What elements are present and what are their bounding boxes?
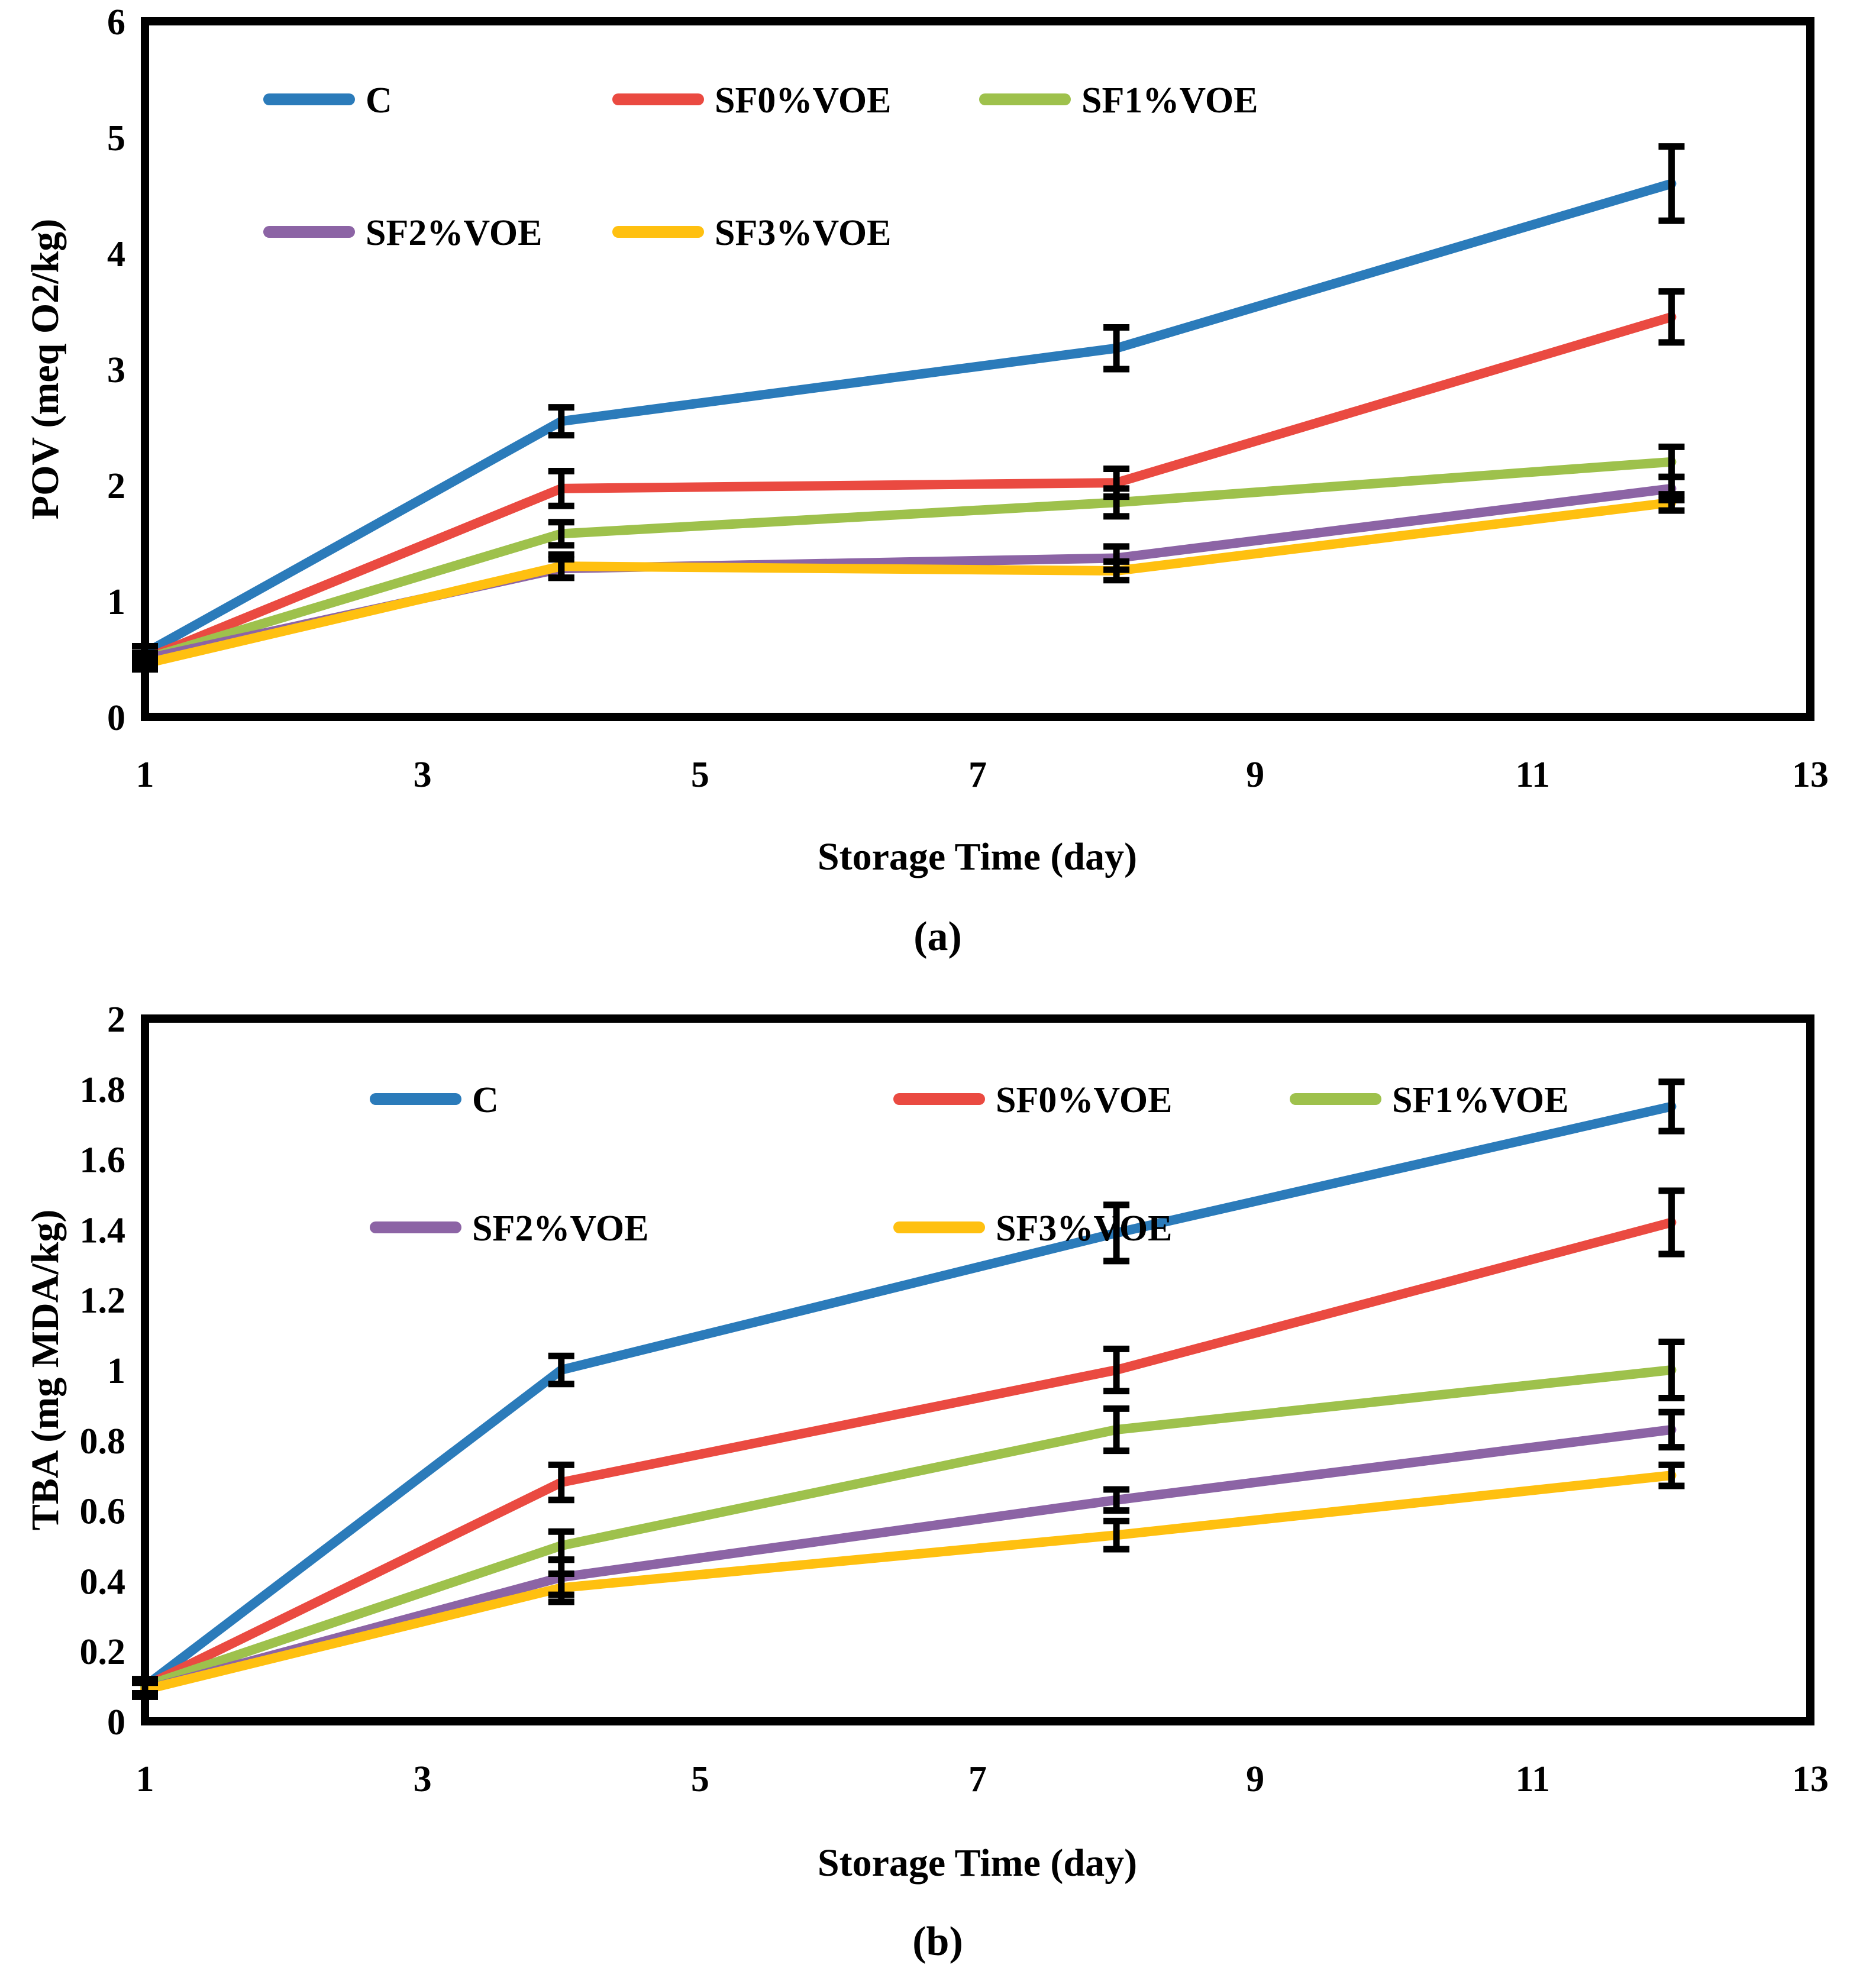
x-axis-title: Storage Time (day) <box>818 1841 1137 1885</box>
series-line-SF3%VOE <box>140 1471 1677 1695</box>
legend: C SF0%VOE SF1%VOE SF2%VOE SF3%VOE <box>370 1080 1568 1249</box>
error-bars <box>132 143 1685 673</box>
y-tick-label: 1.6 <box>80 1140 126 1181</box>
x-tick-labels: 1 3 5 7 9 11 13 <box>136 1759 1829 1799</box>
y-tick-labels: 0 1 2 3 4 5 6 <box>107 2 125 738</box>
series-line-C <box>140 179 1677 658</box>
series-line-SF3%VOE <box>140 497 1677 668</box>
panel-caption: (b) <box>912 1919 963 1964</box>
y-tick-label: 2 <box>107 1000 125 1040</box>
y-axis-title: TBA (mg MDA/kg) <box>24 1210 67 1531</box>
series-line-SF1%VOE <box>140 1365 1677 1691</box>
x-tick-label: 1 <box>136 755 154 795</box>
y-tick-labels: 0 0.2 0.4 0.6 0.8 1 1.2 1.4 1.6 1.8 2 <box>80 1000 126 1743</box>
error-bars <box>132 1078 1685 1700</box>
series-line-SF0%VOE <box>140 312 1677 664</box>
plot-border <box>141 17 1814 721</box>
x-tick-label: 13 <box>1792 1759 1829 1799</box>
x-tick-label: 5 <box>691 755 709 795</box>
series-lines <box>140 179 1677 668</box>
panel-caption: (a) <box>913 914 962 959</box>
series-line-SF1%VOE <box>140 457 1677 664</box>
x-tick-label: 9 <box>1246 1759 1264 1799</box>
series-line-SF0%VOE <box>140 1217 1677 1691</box>
y-tick-label: 0.2 <box>80 1632 126 1672</box>
x-tick-label: 9 <box>1246 755 1264 795</box>
y-tick-label: 1.8 <box>80 1070 126 1110</box>
x-tick-label: 7 <box>968 1759 987 1799</box>
y-tick-label: 1.2 <box>80 1281 126 1321</box>
legend-label-C: C <box>366 80 392 121</box>
y-tick-label: 2 <box>107 466 125 506</box>
y-tick-label: 3 <box>107 350 125 390</box>
legend: C SF0%VOE SF1%VOE SF2%VOE SF3%VOE <box>263 80 1258 253</box>
series-line-C <box>140 1101 1677 1691</box>
x-tick-label: 11 <box>1516 755 1551 795</box>
legend-label-SF0%VOE: SF0%VOE <box>715 80 891 121</box>
y-tick-label: 1 <box>107 1351 125 1391</box>
legend-label-SF2%VOE: SF2%VOE <box>366 213 542 253</box>
x-tick-label: 11 <box>1516 1759 1551 1799</box>
y-tick-label: 0.6 <box>80 1492 126 1532</box>
y-tick-label: 0.8 <box>80 1421 126 1462</box>
y-tick-label: 0 <box>107 698 125 738</box>
legend-label-SF3%VOE: SF3%VOE <box>996 1208 1172 1249</box>
legend-label-SF1%VOE: SF1%VOE <box>1392 1080 1568 1120</box>
y-tick-label: 4 <box>107 234 125 274</box>
x-tick-label: 3 <box>414 755 432 795</box>
y-tick-label: 0.4 <box>80 1562 126 1602</box>
series-lines <box>140 1101 1677 1695</box>
legend-label-SF3%VOE: SF3%VOE <box>715 213 891 253</box>
y-tick-label: 1 <box>107 582 125 622</box>
x-axis-title: Storage Time (day) <box>818 835 1137 878</box>
x-tick-label: 13 <box>1792 755 1829 795</box>
y-tick-label: 6 <box>107 2 125 43</box>
series-line-SF2%VOE <box>140 1424 1677 1695</box>
y-tick-label: 1.4 <box>80 1210 126 1250</box>
x-tick-labels: 1 3 5 7 9 11 13 <box>136 755 1829 795</box>
legend-label-C: C <box>472 1080 499 1120</box>
plot-border <box>141 1014 1814 1725</box>
legend-label-SF2%VOE: SF2%VOE <box>472 1208 648 1249</box>
legend-label-SF0%VOE: SF0%VOE <box>996 1080 1172 1120</box>
y-tick-label: 0 <box>107 1702 125 1743</box>
legend-label-SF1%VOE: SF1%VOE <box>1081 80 1258 121</box>
x-tick-label: 5 <box>691 1759 709 1799</box>
x-tick-label: 3 <box>414 1759 432 1799</box>
y-tick-label: 5 <box>107 118 125 159</box>
y-axis-title: POV (meq O2/kg) <box>24 219 67 519</box>
x-tick-label: 1 <box>136 1759 154 1799</box>
x-tick-label: 7 <box>968 755 987 795</box>
